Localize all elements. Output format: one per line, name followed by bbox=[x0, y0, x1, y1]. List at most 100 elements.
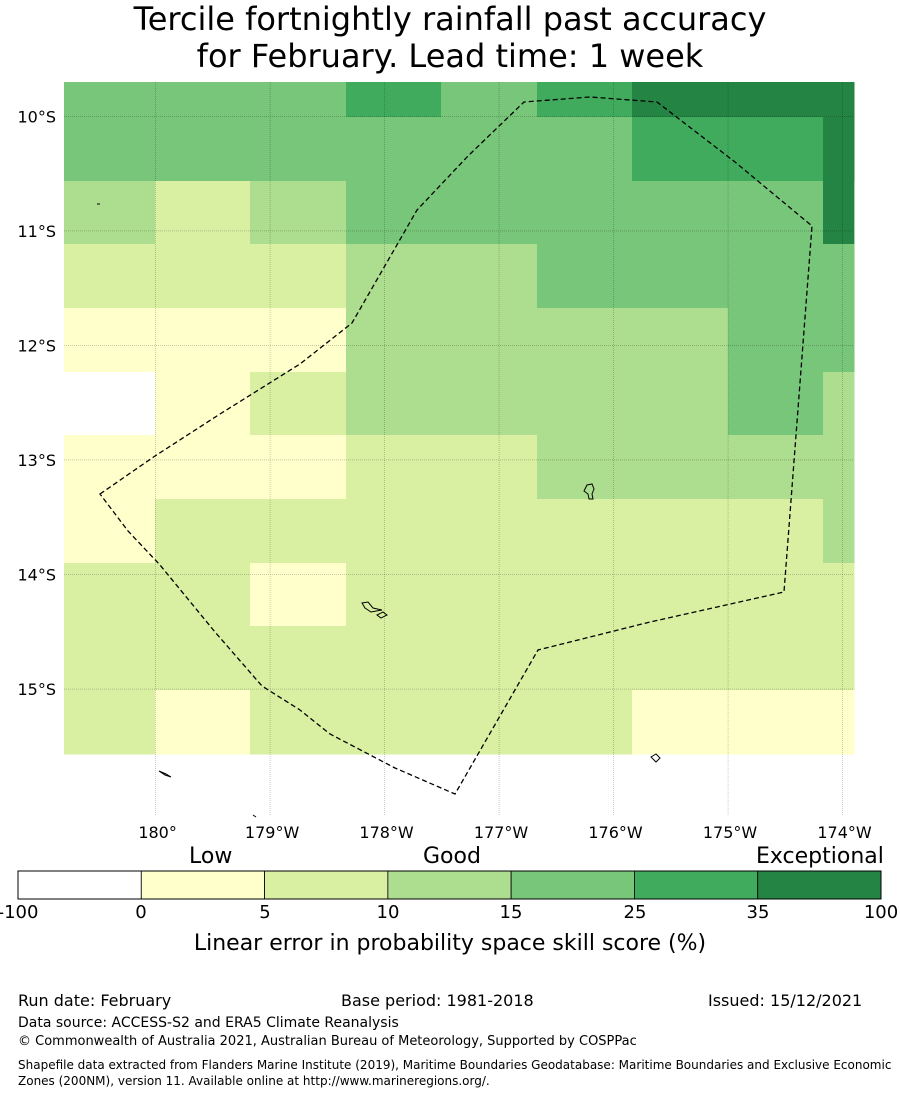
skill-cell bbox=[346, 181, 442, 245]
skill-cell bbox=[728, 181, 824, 245]
graticule bbox=[64, 82, 854, 815]
skill-cell bbox=[250, 308, 347, 373]
latitude-label: 12°S bbox=[17, 336, 56, 355]
island-south-east bbox=[650, 753, 661, 763]
skill-cell bbox=[441, 372, 538, 436]
skill-cell bbox=[728, 499, 824, 564]
skill-cell bbox=[64, 435, 156, 500]
island-central-small bbox=[376, 611, 388, 619]
skill-cell bbox=[823, 499, 855, 564]
longitude-label: 175°W bbox=[703, 823, 758, 842]
skill-cell bbox=[155, 308, 251, 373]
skill-cell bbox=[823, 690, 855, 755]
skill-cell bbox=[250, 82, 347, 118]
skill-cell bbox=[632, 308, 729, 373]
colorbar-tick: 25 bbox=[623, 902, 647, 923]
skill-cell bbox=[155, 181, 251, 245]
colorbar-segment bbox=[387, 870, 512, 900]
skill-cell bbox=[728, 372, 824, 436]
skill-cell bbox=[537, 244, 633, 309]
skill-cell bbox=[250, 626, 347, 691]
latitude-label: 15°S bbox=[17, 680, 56, 699]
island-central bbox=[361, 601, 383, 613]
longitude-label: 178°W bbox=[359, 823, 414, 842]
colorbar-tick: 10 bbox=[376, 902, 400, 923]
skill-cell bbox=[64, 82, 156, 118]
skill-cell bbox=[632, 372, 729, 436]
map-title-line-2: for February. Lead time: 1 week bbox=[196, 37, 704, 75]
skill-cell bbox=[155, 435, 251, 500]
skill-cell bbox=[537, 563, 633, 627]
skill-cell bbox=[346, 244, 442, 309]
skill-cell bbox=[64, 117, 156, 182]
skill-cell bbox=[441, 117, 538, 182]
latitude-labels: 10°S 11°S 12°S 13°S 14°S 15°S bbox=[17, 107, 56, 699]
skill-cell bbox=[728, 563, 824, 627]
islands bbox=[97, 203, 661, 818]
skill-cell bbox=[632, 117, 823, 181]
skill-cell bbox=[155, 499, 251, 564]
skill-cell bbox=[632, 181, 729, 245]
skill-cell bbox=[728, 435, 824, 500]
skill-cell bbox=[632, 435, 729, 500]
island-south-edge bbox=[252, 814, 257, 818]
skill-cell bbox=[346, 82, 441, 117]
latitude-label: 13°S bbox=[17, 451, 56, 470]
skill-cell bbox=[346, 372, 442, 436]
skill-cell bbox=[441, 181, 538, 245]
skill-cell bbox=[64, 244, 156, 309]
skill-cell bbox=[64, 626, 156, 691]
colorbar-segment bbox=[17, 870, 142, 900]
base-period: Base period: 1981-2018 bbox=[341, 991, 534, 1010]
skill-cell bbox=[537, 626, 633, 691]
skill-cell bbox=[632, 82, 729, 118]
shapefile-credit: Shapefile data extracted from Flanders M… bbox=[18, 1058, 892, 1088]
skill-cell bbox=[64, 499, 156, 564]
colorbar-good-label: Good bbox=[423, 844, 481, 869]
skill-cell bbox=[728, 244, 824, 309]
longitude-label: 179°W bbox=[245, 823, 300, 842]
latitude-label: 14°S bbox=[17, 565, 56, 584]
skill-cell bbox=[728, 308, 824, 373]
skill-cell bbox=[64, 690, 156, 755]
skill-cell bbox=[823, 244, 855, 309]
colorbar-segment bbox=[140, 870, 265, 900]
skill-cell bbox=[250, 563, 347, 627]
longitude-label: 174°W bbox=[817, 823, 872, 842]
skill-cell bbox=[823, 626, 855, 691]
skill-cell bbox=[250, 244, 347, 309]
skill-cell bbox=[250, 181, 347, 245]
skill-cell bbox=[441, 690, 538, 755]
skill-cell bbox=[632, 626, 729, 691]
skill-cell bbox=[441, 626, 538, 691]
skill-cell bbox=[728, 690, 824, 755]
colorbar-segment bbox=[634, 870, 759, 900]
skill-cell bbox=[537, 499, 633, 564]
skill-cell bbox=[346, 499, 442, 564]
skill-cell bbox=[823, 372, 855, 436]
skill-cell bbox=[155, 244, 251, 309]
skill-cell bbox=[823, 308, 855, 373]
island-south-west bbox=[158, 770, 172, 778]
colorbar-tick: 15 bbox=[499, 902, 523, 923]
colorbar-tick: -100 bbox=[0, 902, 39, 923]
island-east bbox=[583, 483, 595, 500]
skill-cell bbox=[346, 690, 442, 755]
skill-cell bbox=[64, 563, 156, 627]
colorbar-tick: 0 bbox=[135, 902, 147, 923]
skill-cell bbox=[155, 690, 251, 755]
skill-cell bbox=[155, 117, 251, 182]
skill-cell bbox=[250, 690, 347, 755]
skill-cell bbox=[64, 181, 156, 245]
skill-cell bbox=[728, 626, 824, 691]
skill-cell bbox=[64, 372, 156, 436]
colorbar-outline bbox=[17, 870, 882, 900]
issued-date: Issued: 15/12/2021 bbox=[708, 991, 863, 1010]
skill-cell bbox=[632, 690, 729, 755]
skill-cell bbox=[441, 435, 538, 500]
latitude-label: 11°S bbox=[17, 222, 56, 241]
colorbar-segment bbox=[510, 870, 635, 900]
map-title-line-1: Tercile fortnightly rainfall past accura… bbox=[133, 0, 767, 38]
skill-map: 10°S11°S12°S13°S14°S15°S 180° 179°W 178°W 1… bbox=[17, 82, 882, 900]
eez-boundary bbox=[99, 96, 813, 795]
